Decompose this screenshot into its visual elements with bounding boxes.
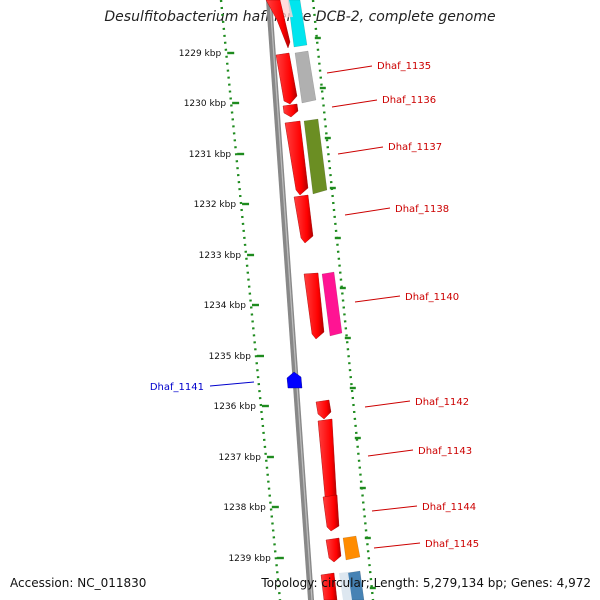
- gene-arrow[interactable]: [325, 537, 342, 563]
- gene-label[interactable]: Dhaf_1142: [415, 397, 469, 408]
- gene-arrow[interactable]: [282, 103, 299, 118]
- cog-block[interactable]: [287, 0, 308, 48]
- gene-leader-line: [367, 449, 414, 457]
- gene-leader-line: [331, 99, 378, 108]
- gene-label[interactable]: Dhaf_1145: [425, 539, 479, 550]
- scale-tick-label: 1234 kbp: [204, 301, 247, 311]
- gene-leader-line: [354, 295, 401, 303]
- gene-arrow[interactable]: [293, 194, 314, 244]
- scale-tick-label: 1229 kbp: [179, 49, 222, 59]
- cog-block[interactable]: [303, 118, 328, 195]
- scale-dotted-line: [219, 0, 282, 600]
- gene-label[interactable]: Dhaf_1138: [395, 204, 449, 215]
- scale-tick-label: 1239 kbp: [228, 554, 271, 564]
- genome-summary-text: Topology: circular; Length: 5,279,134 bp…: [261, 576, 591, 590]
- gene-arrow-reverse[interactable]: [286, 371, 303, 389]
- scale-layer: 1229 kbp 1230 kbp 1231 kbp 1232 kbp 1233 kbp…: [179, 0, 284, 600]
- scale-tick-label: 1233 kbp: [199, 251, 242, 261]
- gene-arrow[interactable]: [303, 272, 325, 340]
- gene-leader-line: [373, 542, 421, 549]
- gene-arrow[interactable]: [284, 120, 309, 196]
- scale-tick-label: 1231 kbp: [189, 150, 232, 160]
- scale-tick-label: 1238 kbp: [223, 503, 266, 513]
- gene-leader-line: [344, 207, 391, 216]
- gene-arrow[interactable]: [320, 572, 338, 600]
- gene-label-layer: Dhaf_1135 Dhaf_1136 Dhaf_1137 Dhaf_1138 Dhaf…: [150, 61, 479, 550]
- backbone-highlight: [269, 0, 313, 600]
- gene-layer: [265, 0, 342, 600]
- outer-dotted-ring: [311, 0, 376, 600]
- gene-leader-line: [371, 505, 418, 512]
- gene-label[interactable]: Dhaf_1137: [388, 142, 442, 153]
- scale-tick-label: 1236 kbp: [214, 402, 257, 412]
- outer-dotted-line: [311, 0, 375, 600]
- gene-label[interactable]: Dhaf_1140: [405, 292, 459, 303]
- accession-text: Accession: NC_011830: [10, 576, 147, 590]
- gene-leader-line: [337, 146, 384, 155]
- gene-leader-line: [364, 400, 411, 408]
- cog-block[interactable]: [294, 50, 317, 104]
- scale-tick-label: 1235 kbp: [209, 352, 252, 362]
- gene-highlight: [339, 572, 352, 600]
- gene-arrow[interactable]: [315, 399, 332, 420]
- gene-label[interactable]: Dhaf_1135: [377, 61, 431, 72]
- scale-tick-label: 1232 kbp: [194, 200, 237, 210]
- scale-tick-label: 1230 kbp: [184, 99, 227, 109]
- gene-arrow[interactable]: [275, 52, 298, 105]
- gene-label[interactable]: Dhaf_1143: [418, 446, 472, 457]
- cog-block[interactable]: [342, 535, 361, 561]
- cog-block[interactable]: [321, 271, 343, 337]
- gene-label[interactable]: Dhaf_1141: [150, 382, 204, 393]
- gene-label[interactable]: Dhaf_1144: [422, 502, 476, 513]
- gene-leader-line: [326, 65, 373, 74]
- scale-tick-label: 1237 kbp: [219, 453, 262, 463]
- gene-arrow[interactable]: [265, 0, 291, 49]
- backbone-layer: [266, 0, 314, 600]
- gene-leader-line: [209, 381, 255, 387]
- gene-label[interactable]: Dhaf_1136: [382, 95, 436, 106]
- gene-arrow[interactable]: [322, 494, 340, 532]
